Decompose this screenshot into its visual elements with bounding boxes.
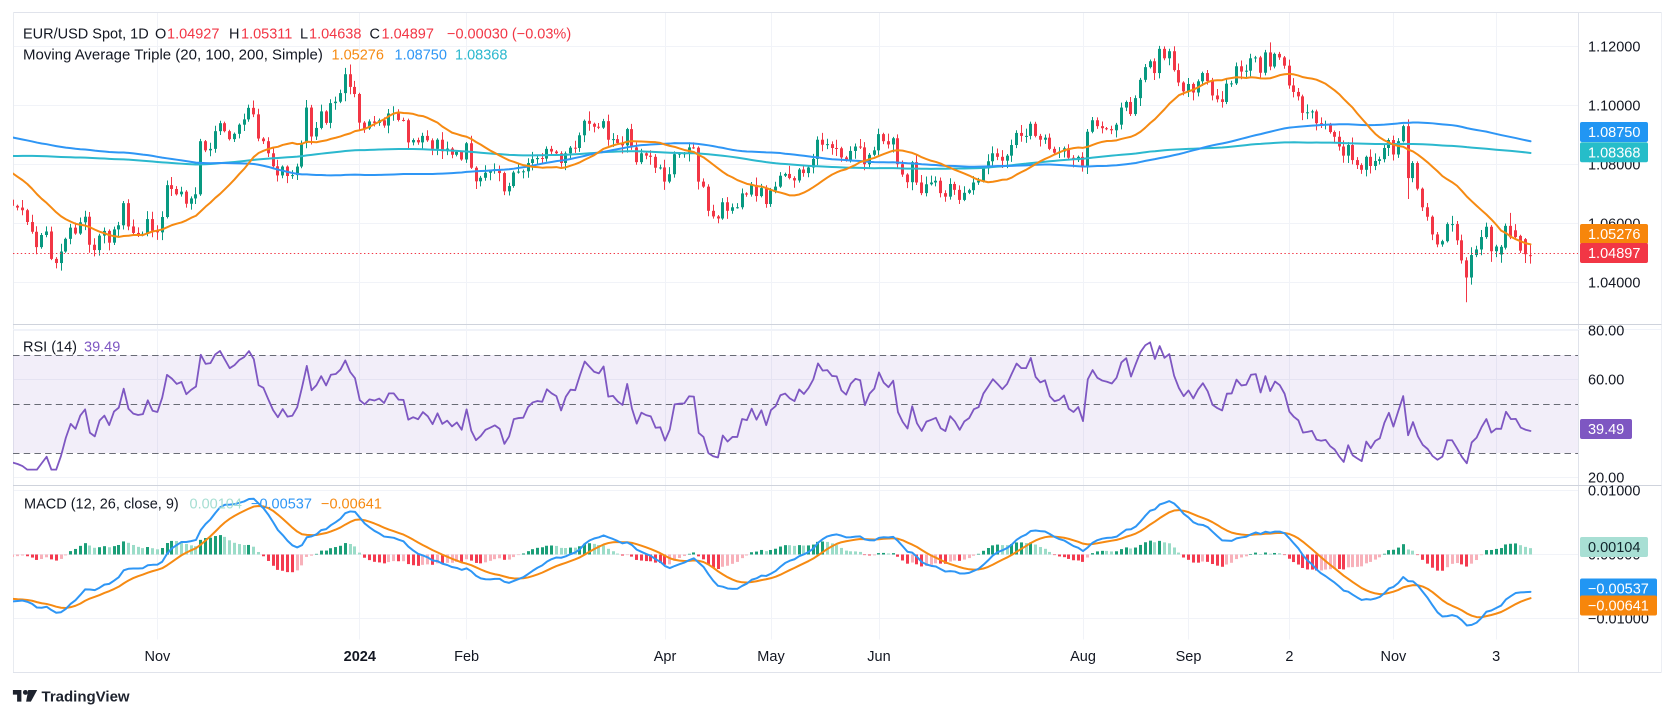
svg-text:1.08750: 1.08750 (1588, 125, 1640, 141)
svg-text:MACD (12, 26, close, 9): MACD (12, 26, close, 9) (24, 497, 179, 513)
svg-text:O: O (155, 27, 166, 43)
svg-text:2: 2 (1285, 649, 1293, 665)
svg-text:1.10000: 1.10000 (1588, 99, 1640, 115)
svg-text:C: C (370, 27, 380, 43)
svg-text:39.49: 39.49 (1588, 422, 1624, 438)
svg-text:Sep: Sep (1176, 649, 1202, 665)
svg-text:2024: 2024 (344, 649, 376, 665)
svg-text:May: May (757, 649, 785, 665)
svg-text:Moving Average Triple (20, 100: Moving Average Triple (20, 100, 200, Sim… (23, 47, 323, 64)
svg-text:1.04897: 1.04897 (1588, 246, 1640, 262)
svg-text:−0.00030 (−0.03%): −0.00030 (−0.03%) (447, 27, 571, 43)
svg-text:Nov: Nov (145, 649, 172, 665)
svg-text:EUR/USD Spot, 1D: EUR/USD Spot, 1D (23, 27, 149, 43)
svg-text:1.05276: 1.05276 (332, 48, 384, 64)
svg-text:1.12000: 1.12000 (1588, 40, 1640, 56)
svg-text:80.00: 80.00 (1588, 324, 1624, 340)
svg-text:−0.00641: −0.00641 (1588, 599, 1649, 615)
svg-text:1.08368: 1.08368 (455, 48, 507, 64)
svg-text:L: L (300, 27, 308, 43)
svg-text:20.00: 20.00 (1588, 471, 1624, 487)
svg-text:1.04897: 1.04897 (382, 27, 434, 43)
svg-text:Apr: Apr (654, 649, 677, 665)
svg-text:−0.00537: −0.00537 (251, 497, 312, 513)
svg-text:1.08750: 1.08750 (395, 48, 447, 64)
svg-text:39.49: 39.49 (84, 340, 120, 356)
svg-text:0.01000: 0.01000 (1588, 484, 1640, 500)
svg-text:Aug: Aug (1070, 649, 1096, 665)
svg-text:Nov: Nov (1381, 649, 1408, 665)
svg-text:1.08368: 1.08368 (1588, 145, 1640, 161)
svg-text:Jun: Jun (867, 649, 890, 665)
svg-text:1.05276: 1.05276 (1588, 227, 1640, 243)
svg-text:1.04638: 1.04638 (309, 27, 361, 43)
svg-text:3: 3 (1492, 649, 1500, 665)
svg-text:TradingView: TradingView (42, 688, 130, 705)
svg-text:60.00: 60.00 (1588, 373, 1624, 389)
svg-text:RSI (14): RSI (14) (23, 340, 77, 356)
svg-text:−0.00537: −0.00537 (1588, 582, 1649, 598)
svg-text:1.05311: 1.05311 (241, 27, 292, 43)
svg-text:Feb: Feb (454, 649, 479, 665)
svg-text:0.00104: 0.00104 (1588, 540, 1640, 556)
svg-text:0.00104: 0.00104 (190, 497, 242, 513)
svg-text:1.04927: 1.04927 (167, 27, 219, 43)
svg-text:−0.00641: −0.00641 (321, 497, 382, 513)
svg-text:1.04000: 1.04000 (1588, 276, 1640, 292)
svg-text:H: H (229, 27, 239, 43)
